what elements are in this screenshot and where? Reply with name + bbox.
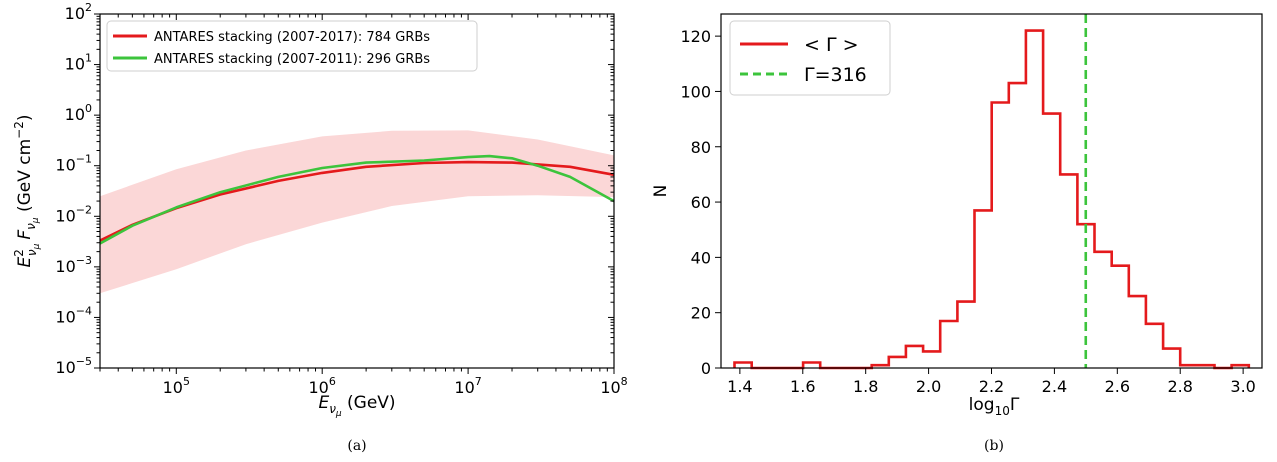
x-tick-label: 105 [163,375,190,397]
legend-label-histogram: < Γ > [804,34,859,56]
panel-a-plot-frame [99,13,615,369]
panel-b-legend-box [729,20,891,96]
x-tick-label: 106 [309,375,336,397]
x-tick-label: 2.8 [1167,377,1192,396]
panel-a-x-axis-label: Eνμ (GeV) [318,393,395,419]
series-line-2007-2011 [99,154,615,245]
x-tick-label: 1.8 [853,377,878,396]
panel-b-x-axis-label: log10Γ [969,395,1020,418]
x-tick-label: 2.0 [916,377,941,396]
y-tick-label: 10−3 [55,254,92,276]
panel-b-legend: < Γ > Γ=316 [729,20,891,96]
panel-b: 1.4 1.6 1.8 2.0 2.2 2.4 2.6 2.8 3.0 0 20 40 60 80 100 1… [651,13,1263,454]
y-tick-label: 102 [65,1,92,23]
y-tick-label: 60 [691,193,711,212]
panel-a-band-layer [100,130,614,294]
panel-b-y-axis-label: N [651,185,671,198]
panel-a-series-layer [99,154,615,245]
y-tick-label: 80 [691,138,711,157]
x-tick-label: 108 [600,375,627,397]
uncertainty-band [100,130,614,294]
caption-a: (a) [347,438,366,454]
legend-label-red: ANTARES stacking (2007-2017): 784 GRBs [154,30,430,45]
y-tick-label: 120 [680,27,711,46]
y-tick-label: 10−1 [55,153,92,175]
x-tick-label: 2.4 [1042,377,1067,396]
y-tick-label: 10−5 [55,355,92,377]
x-tick-label: 2.2 [979,377,1004,396]
x-tick-label: 1.6 [790,377,815,396]
y-tick-label: 100 [65,102,92,124]
legend-label-green: ANTARES stacking (2007-2011): 296 GRBs [154,52,430,67]
y-tick-label: 40 [691,248,711,267]
y-tick-label: 20 [691,304,711,323]
caption-b: (b) [984,438,1004,454]
panel-a-y-axis-label: E2νμFνμ (GeV cm−2) [12,115,42,268]
panel-a-ticks-layer: 105 106 107 108 102 101 100 10−1 10−2 10−3 10−4 10−… [55,1,627,397]
y-tick-label: 101 [65,52,92,74]
x-tick-label: 3.0 [1230,377,1255,396]
panel-a-legend-box [106,20,478,72]
panel-b-ticks-layer: 1.4 1.6 1.8 2.0 2.2 2.4 2.6 2.8 3.0 0 20 40 60 80 100 1… [680,27,1255,396]
y-tick-label: 100 [680,82,711,101]
panel-a-legend: ANTARES stacking (2007-2017): 784 GRBs A… [106,20,478,72]
panel-a: 105 106 107 108 102 101 100 10−1 10−2 10−3 10−4 10−… [12,1,628,454]
x-tick-label: 2.6 [1105,377,1130,396]
x-tick-label: 107 [454,375,481,397]
y-tick-label: 0 [701,359,711,378]
legend-label-gamma-line: Γ=316 [804,64,867,86]
y-tick-label: 10−4 [55,304,92,326]
y-tick-label: 10−2 [55,203,92,225]
x-tick-label: 1.4 [727,377,752,396]
